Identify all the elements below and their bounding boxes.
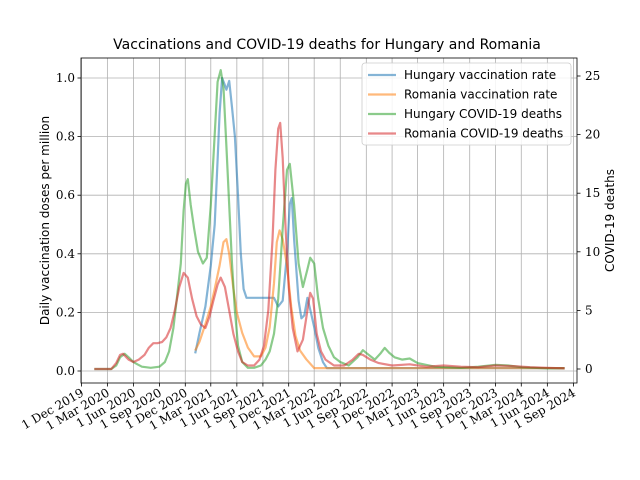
y2-tick-label: 15 — [585, 186, 600, 200]
series-line-romania-vaccination-rate — [194, 229, 565, 370]
y2-axis-label: COVID-19 deaths — [603, 169, 617, 272]
legend-frame — [361, 62, 572, 146]
chart-title: Vaccinations and COVID-19 deaths for Hun… — [113, 37, 541, 53]
legend-label: Hungary vaccination rate — [404, 68, 556, 82]
y-tick-label: 1.0 — [56, 71, 75, 85]
y2-tick-label: 5 — [585, 303, 593, 317]
plot-frame — [80, 57, 578, 384]
series-line-romania-covid-19-deaths — [94, 121, 565, 371]
series-line-hungary-covid-19-deaths — [94, 68, 565, 371]
y-tick-label: 0.4 — [56, 247, 75, 261]
y-tick-label: 0.8 — [56, 130, 75, 144]
y2-tick-label: 25 — [585, 69, 600, 83]
legend-label: Hungary COVID-19 deaths — [404, 107, 562, 121]
y-tick-label: 0.6 — [56, 188, 75, 202]
y-axis-right: 0 5 10 15 20 25 — [577, 69, 600, 376]
y2-tick-label: 10 — [585, 245, 600, 259]
y-axis-label: Daily vaccination doses per million — [38, 116, 52, 325]
y-tick-label: 0.2 — [56, 305, 75, 319]
y2-tick-label: 0 — [585, 362, 593, 376]
legend-label: Romania vaccination rate — [404, 88, 557, 102]
y-axis-left: 0.0 0.2 0.4 0.6 0.8 1.0 — [56, 71, 81, 378]
legend-label: Romania COVID-19 deaths — [404, 127, 563, 141]
y-tick-label: 0.0 — [56, 364, 75, 378]
y2-tick-label: 20 — [585, 128, 600, 142]
series-layer — [94, 68, 565, 371]
legend: Hungary vaccination rate Romania vaccinat… — [361, 62, 572, 146]
